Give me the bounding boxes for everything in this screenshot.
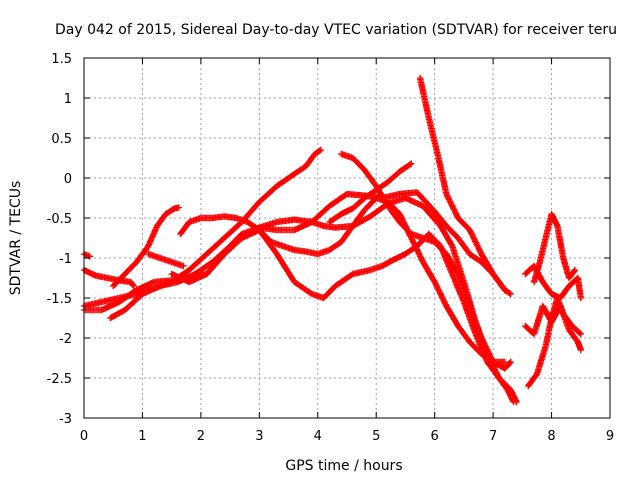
x-tick-label: 9 (606, 429, 614, 444)
x-tick-label: 5 (372, 429, 380, 444)
y-tick-label: 0 (64, 172, 72, 187)
y-tick-label: -3 (59, 412, 72, 427)
x-tick-label: 6 (431, 429, 439, 444)
y-tick-label: 1 (64, 92, 72, 107)
x-tick-label: 1 (138, 429, 146, 444)
series-sat-d (145, 250, 187, 270)
y-axis-label: SDTVAR / TECUs (8, 181, 24, 296)
series-markers (326, 160, 415, 226)
y-tick-label: -0.5 (47, 212, 72, 227)
series-markers (522, 302, 584, 354)
x-tick-label: 0 (80, 429, 88, 444)
y-tick-label: -1.5 (47, 292, 72, 307)
series-markers (145, 250, 187, 270)
x-tick-label: 4 (314, 429, 322, 444)
series-sat-l (416, 74, 514, 298)
series-sat-j (338, 150, 514, 372)
data-series (80, 74, 584, 406)
series-sat-c (110, 204, 182, 290)
y-tick-label: -2 (59, 332, 72, 347)
series-markers (416, 74, 514, 298)
series-markers (530, 210, 579, 286)
y-tick-label: 0.5 (51, 132, 72, 147)
x-tick-label: 3 (255, 429, 263, 444)
y-tick-label: -2.5 (47, 372, 72, 387)
series-sat-g (107, 189, 508, 322)
series-markers (107, 189, 508, 322)
plot-frame (83, 57, 611, 419)
y-tick-label: 1.5 (51, 52, 72, 67)
y-tick-label: -1 (59, 252, 72, 267)
axes: 0 1 2 3 4 5 6 7 8 9 1.5 1 0.5 0 -0.5 -1 -1.5 -2 -2.5 -3 (47, 52, 615, 444)
series-sat-p (530, 210, 579, 286)
x-axis-label: GPS time / hours (285, 458, 402, 474)
chart-title: Day 042 of 2015, Sidereal Day-to-day VTE… (55, 22, 617, 38)
x-tick-label: 7 (489, 429, 497, 444)
series-markers (338, 150, 514, 372)
x-tick-label: 8 (547, 429, 555, 444)
series-sat-o (522, 302, 584, 354)
x-tick-label: 2 (197, 429, 205, 444)
series-markers (110, 204, 182, 290)
series-sat-k (326, 160, 415, 226)
